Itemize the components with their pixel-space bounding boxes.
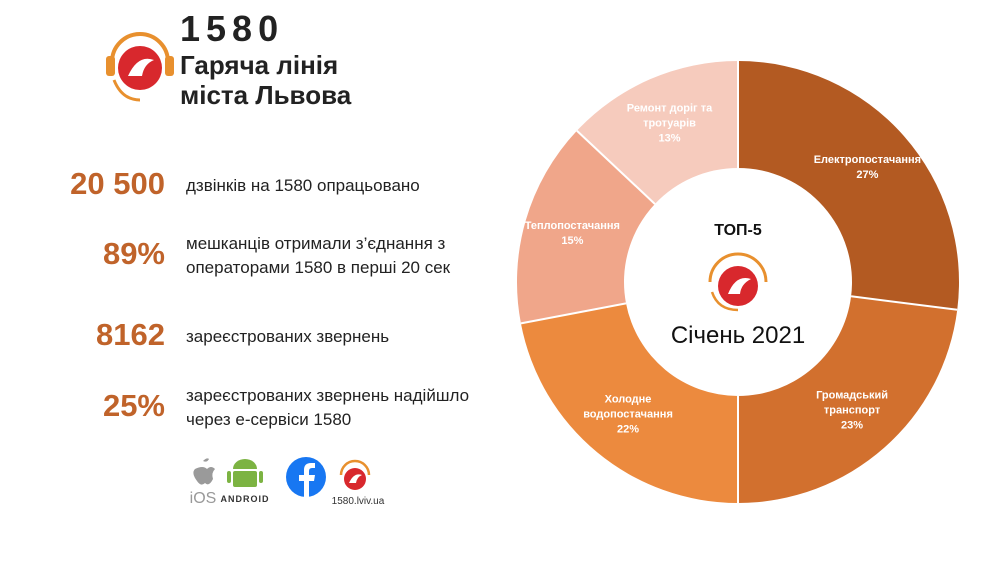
slice-name: Холодне водопостачання (583, 393, 673, 421)
headset-arc (110, 32, 170, 63)
android-head (233, 459, 257, 469)
slice-value: 13% (658, 132, 681, 145)
slice-value: 23% (841, 419, 864, 432)
headset-ear (106, 56, 115, 76)
brand-number: 1580 (180, 8, 285, 49)
donut-slice (520, 303, 738, 503)
slice-label: Електропостачання 27% (807, 153, 927, 183)
stat-value: 20 500 (70, 166, 165, 201)
donut-slice (738, 296, 958, 503)
app-icons (193, 458, 263, 487)
chart-subtitle: Січень 2021 (670, 322, 806, 349)
slice-value: 22% (617, 423, 640, 436)
donut-slice (516, 130, 655, 324)
center-logo-lion (728, 278, 751, 294)
android-body (233, 471, 257, 487)
stat-value: 25% (102, 388, 165, 423)
stat-text: зареєстрованих звернень (186, 327, 390, 346)
headset-arc (339, 459, 371, 476)
slice-label: Теплопостачання 15% (512, 219, 632, 249)
slice-label: Громадський транспорт 23% (792, 389, 912, 434)
slice-separator (850, 295, 958, 311)
slice-value: 27% (856, 168, 879, 181)
facebook-f (299, 463, 315, 497)
android-arm (227, 471, 231, 483)
headset-mic (112, 79, 141, 102)
slice-separator (520, 302, 627, 325)
center-logo-mic (710, 291, 739, 312)
stat-text: зареєстрованих звернень надійшло через е… (186, 386, 470, 429)
slice-name: Теплопостачання (524, 219, 620, 232)
donut-slice (738, 61, 959, 310)
android-label: ANDROID (220, 494, 270, 504)
stat-value: 8162 (96, 317, 165, 352)
chart-title: ТОП-5 (714, 222, 762, 239)
slice-name: Електропостачання (813, 153, 922, 166)
logo-lion (128, 58, 154, 76)
slice-name: Громадський транспорт (816, 389, 889, 417)
slice-name: Ремонт доріг та тротуарів (626, 102, 713, 130)
slice-label: Холодне водопостачання 22% (568, 392, 688, 437)
slice-separator (576, 129, 656, 205)
apple-icon (193, 458, 215, 485)
brand-name: Гаряча лінія міста Львова (180, 50, 352, 110)
stat-text: дзвінків на 1580 опрацьовано (186, 176, 420, 195)
center-logo-arc (708, 252, 768, 283)
headset-ear (165, 56, 174, 76)
slice-value: 15% (561, 234, 584, 247)
android-arm (259, 471, 263, 483)
web-icons (286, 457, 371, 497)
stat-text: мешканців отримали з’єднання з оператора… (186, 234, 451, 277)
logo-icon (106, 32, 174, 102)
site-label: 1580.lviv.ua (331, 496, 385, 507)
logo-lion (349, 474, 362, 483)
stat-value: 89% (102, 236, 165, 271)
slice-label: Ремонт доріг та тротуарів 13% (609, 101, 729, 146)
ios-label: iOS (189, 490, 217, 507)
